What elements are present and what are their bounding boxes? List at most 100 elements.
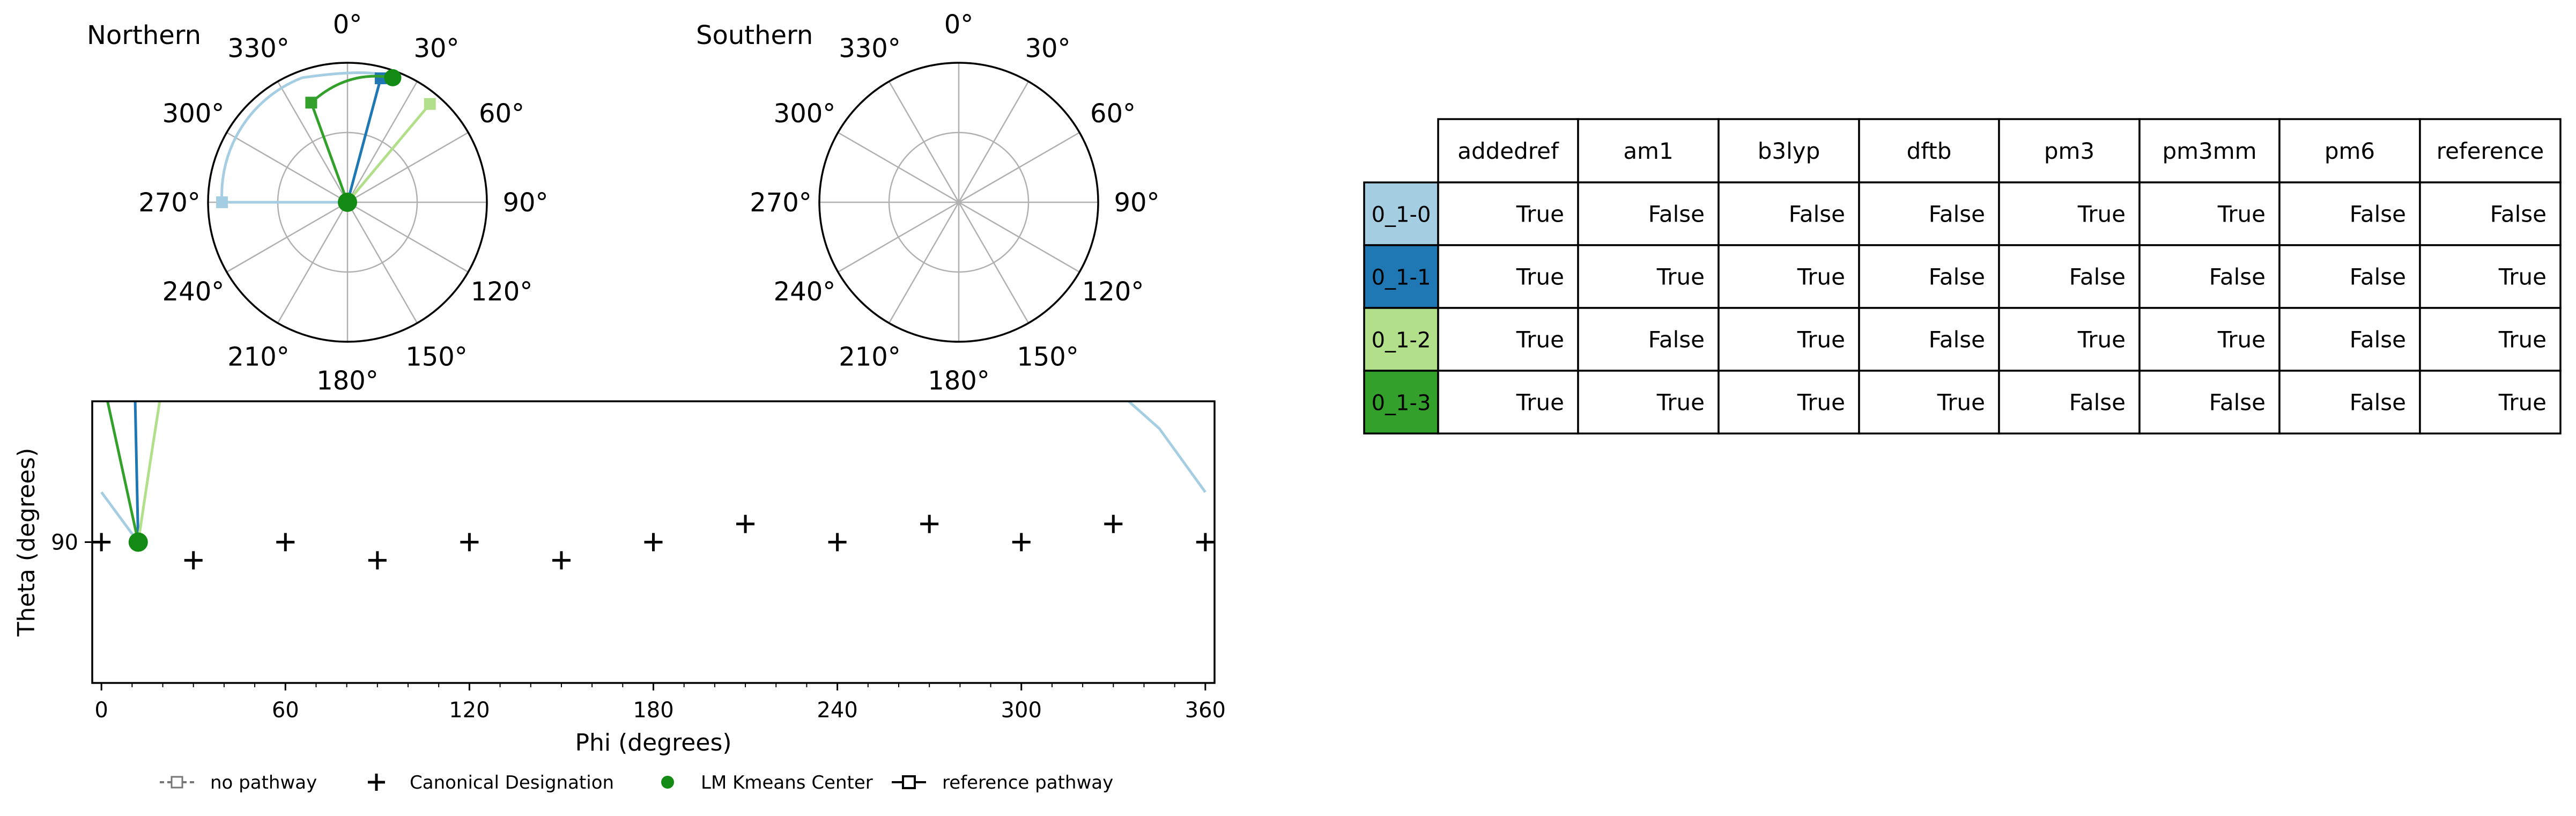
table-cell [1858,181,2000,246]
legend-label: no pathway [210,772,317,793]
x-axis-label: Phi (degrees) [575,729,731,756]
table-cell-value: True [1656,264,1705,290]
table-header-label: am1 [1623,138,1673,164]
table-cell-value: False [1789,201,1845,227]
table-cell [1718,307,1860,372]
table-row-label: 0_1-1 [1372,266,1431,290]
polar-angle-label: 180° [316,366,379,396]
x-tick-label: 360 [1185,698,1226,723]
polar-angle-label: 90° [1114,188,1159,218]
green-dot-icon [661,776,674,789]
canonical-designation-marker [1196,533,1215,552]
table-cell-value: True [1516,201,1564,227]
pathway-line [346,78,382,203]
polar-title: Northern [87,20,201,50]
pathway-line [137,401,161,542]
table-header-cell [2419,118,2562,183]
table-header-cell [1998,118,2141,183]
table-header-label: pm3 [2044,138,2094,164]
table-cell-value: True [2498,389,2547,416]
table-cell-value: True [2498,327,2547,353]
legend-label: LM Kmeans Center [701,772,873,793]
table-cell-value: False [1648,327,1705,353]
table-cell-value: True [2077,201,2126,227]
table-header-label: reference [2437,138,2544,164]
polar-angle-label: 30° [1025,33,1070,63]
polar-angle-label: 300° [162,99,225,129]
table-cell-value: True [2217,201,2266,227]
table-cell-value: False [1929,327,1985,353]
table-header-label: b3lyp [1758,138,1820,164]
polar-grid-ring [888,131,1030,273]
table-cell [1858,370,2000,435]
northern-polar-chart: Northern 0° 30° 60° 90° 120° 150° 180° 210° 240° 2… [87,10,549,396]
polar-angle-label: 60° [1090,99,1136,129]
polar-frame [207,62,488,343]
table-cell [2419,307,2562,372]
polar-angle-label: 60° [479,99,524,129]
canonical-designation-marker [276,533,295,552]
table-cell-value: False [2350,201,2406,227]
x-tick-label: 240 [817,698,857,723]
table-header-label: pm6 [2325,138,2375,164]
canonical-designation-marker [1104,514,1123,533]
phi-theta-scatter-chart: 0 60 120 180 240 300 360 90 Phi (degrees) Theta (… [13,400,1226,756]
pathway-line [134,401,140,542]
table-cell-value: False [1929,201,1985,227]
table-cell [1858,307,2000,372]
plus-icon [368,774,385,791]
table-cell-value: False [2209,389,2266,416]
table-cell-value: True [1937,389,1985,416]
pathway-line [346,103,431,203]
polar-angle-label: 300° [774,99,836,129]
polar-angle-label: 120° [471,277,533,307]
legend-label: Canonical Designation [410,772,614,793]
polar-frame [818,62,1099,343]
table-cell [1718,181,1860,246]
plot-area [92,401,1215,570]
table-cell [2419,244,2562,309]
table-cell-value: True [1797,264,1845,290]
table-row-label-cell [1363,181,1439,246]
table-header-cell [1437,118,1579,183]
polar-angle-label: 90° [502,188,548,218]
polar-angle-label: 210° [227,342,290,372]
table-cell [2419,370,2562,435]
polar-angle-label: 0° [944,10,974,40]
polar-angle-label: 330° [227,33,290,63]
legend-label: reference pathway [942,772,1113,793]
table-cell [1577,307,1720,372]
table-header-label: addedref [1457,138,1559,164]
polar-angle-label: 180° [928,366,990,396]
x-tick-label: 120 [449,698,490,723]
canonical-designation-marker [1012,533,1031,552]
table-cell [2138,244,2281,309]
table-cell [2138,370,2281,435]
pathway-endpoint-marker [216,196,228,208]
kmeans-center-marker [384,69,402,86]
table-cell-value: True [1797,327,1845,353]
pathway-endpoint-marker [424,98,436,110]
table-cell [1858,244,2000,309]
pathway-line [100,491,139,543]
table-row-label-cell [1363,307,1439,372]
pathway-line [220,71,394,204]
y-axis-label: Theta (degrees) [13,448,40,637]
table-cell-value: False [2350,327,2406,353]
table-cell [1577,370,1720,435]
canonical-designation-marker [828,533,847,552]
polar-title: Southern [696,20,813,50]
table-row-label: 0_1-3 [1372,391,1431,416]
table-cell-value: True [2077,327,2126,353]
table-cell-value: True [1516,264,1564,290]
polar-angle-label: 120° [1082,277,1144,307]
polar-angle-label: 240° [774,277,836,307]
table-cell-value: True [1516,389,1564,416]
polar-angle-label: 210° [839,342,901,372]
pathway-endpoint-marker [305,97,317,109]
table-cell-value: False [1648,201,1705,227]
canonical-designation-marker [920,514,939,533]
canonical-designation-marker [552,551,571,570]
table-cell-value: False [2350,264,2406,290]
